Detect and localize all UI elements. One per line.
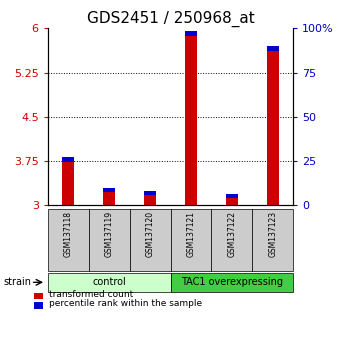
Bar bbox=[226, 194, 238, 198]
Text: GSM137120: GSM137120 bbox=[146, 211, 154, 257]
Bar bbox=[62, 157, 74, 205]
Text: percentile rank within the sample: percentile rank within the sample bbox=[49, 299, 203, 308]
Text: strain: strain bbox=[3, 277, 31, 287]
Bar bbox=[185, 31, 197, 36]
Bar bbox=[103, 188, 115, 205]
Bar bbox=[62, 157, 74, 162]
Text: control: control bbox=[92, 277, 126, 287]
Title: GDS2451 / 250968_at: GDS2451 / 250968_at bbox=[87, 11, 254, 27]
Text: GSM137121: GSM137121 bbox=[187, 211, 195, 257]
Bar bbox=[226, 194, 238, 205]
Bar bbox=[144, 190, 156, 205]
Text: TAC1 overexpressing: TAC1 overexpressing bbox=[181, 277, 283, 287]
Bar bbox=[185, 31, 197, 205]
Bar bbox=[144, 190, 156, 195]
Bar bbox=[103, 188, 115, 192]
Text: GSM137119: GSM137119 bbox=[105, 211, 114, 257]
Text: GSM137123: GSM137123 bbox=[268, 211, 277, 257]
Text: GSM137118: GSM137118 bbox=[64, 211, 73, 257]
Bar bbox=[267, 46, 279, 51]
Bar bbox=[267, 46, 279, 205]
Text: transformed count: transformed count bbox=[49, 290, 134, 299]
Text: GSM137122: GSM137122 bbox=[227, 211, 236, 257]
